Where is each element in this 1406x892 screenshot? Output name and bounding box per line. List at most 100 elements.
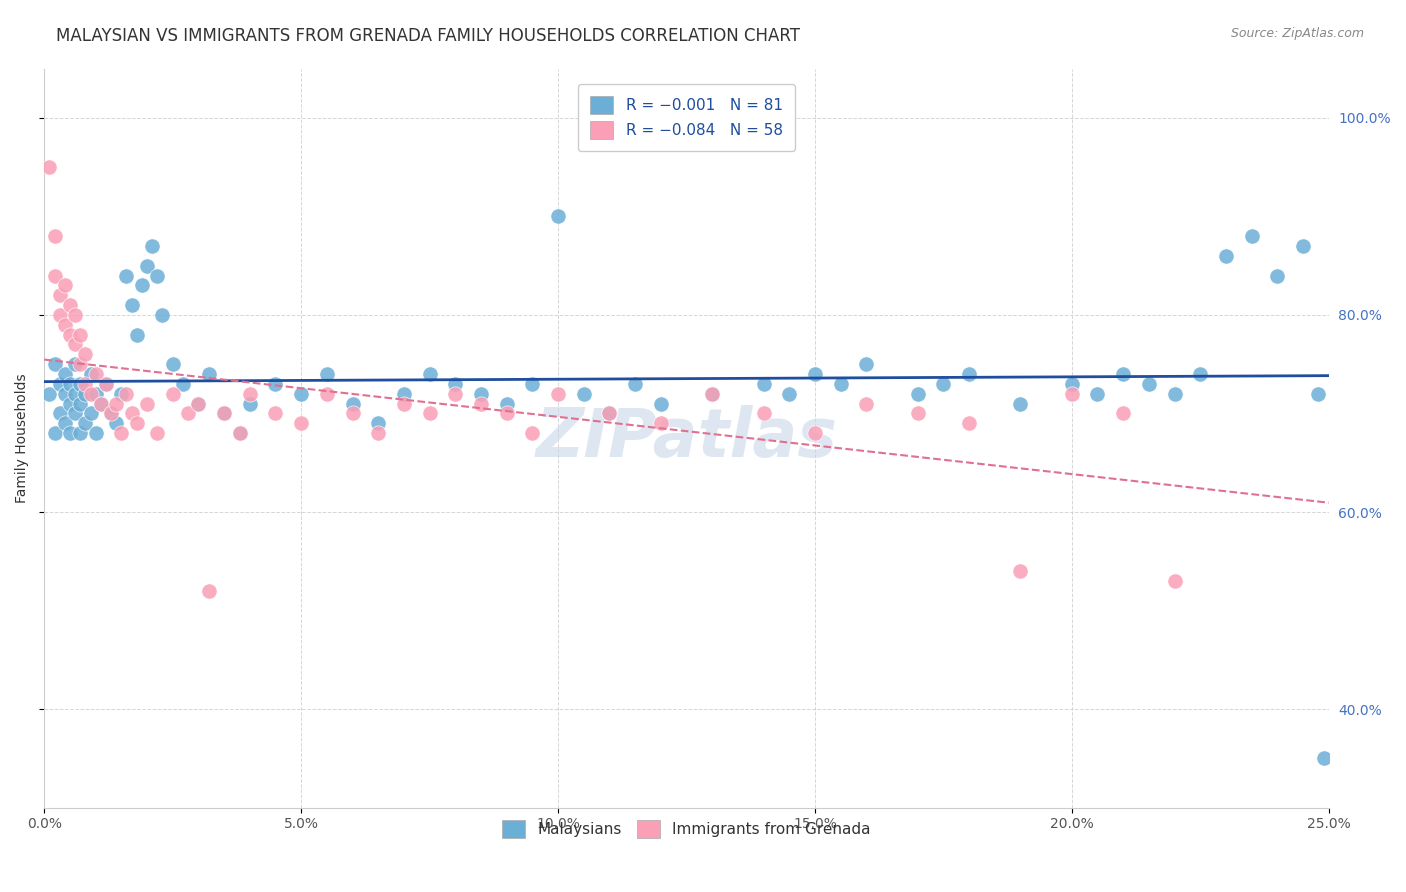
Point xyxy=(110,386,132,401)
Point xyxy=(752,407,775,421)
Point xyxy=(121,407,143,421)
Point xyxy=(495,407,517,421)
Point xyxy=(69,376,91,391)
Point xyxy=(38,386,60,401)
Point xyxy=(702,386,724,401)
Point xyxy=(264,376,287,391)
Point xyxy=(187,397,209,411)
Point xyxy=(778,386,800,401)
Point xyxy=(804,367,827,381)
Point xyxy=(752,376,775,391)
Point xyxy=(212,407,235,421)
Point xyxy=(121,298,143,312)
Point xyxy=(239,386,262,401)
Point xyxy=(59,397,82,411)
Point xyxy=(84,426,107,441)
Point xyxy=(495,397,517,411)
Point xyxy=(146,268,169,283)
Point xyxy=(53,318,76,332)
Point xyxy=(146,426,169,441)
Point xyxy=(264,407,287,421)
Point xyxy=(572,386,595,401)
Point xyxy=(187,397,209,411)
Point xyxy=(598,407,620,421)
Point xyxy=(100,407,122,421)
Point xyxy=(172,376,194,391)
Point xyxy=(197,367,219,381)
Text: MALAYSIAN VS IMMIGRANTS FROM GRENADA FAMILY HOUSEHOLDS CORRELATION CHART: MALAYSIAN VS IMMIGRANTS FROM GRENADA FAM… xyxy=(56,27,800,45)
Point xyxy=(1163,574,1185,588)
Point xyxy=(115,386,138,401)
Point xyxy=(444,376,467,391)
Point xyxy=(63,386,86,401)
Point xyxy=(1010,397,1032,411)
Point xyxy=(932,376,955,391)
Point xyxy=(136,397,159,411)
Point xyxy=(1265,268,1288,283)
Point xyxy=(598,407,620,421)
Point xyxy=(239,397,262,411)
Point xyxy=(522,426,544,441)
Point xyxy=(105,397,128,411)
Point xyxy=(1060,386,1083,401)
Text: Source: ZipAtlas.com: Source: ZipAtlas.com xyxy=(1230,27,1364,40)
Point xyxy=(59,327,82,342)
Text: ZIPatlas: ZIPatlas xyxy=(536,405,838,471)
Point xyxy=(125,327,148,342)
Point xyxy=(53,367,76,381)
Point xyxy=(125,417,148,431)
Point xyxy=(547,386,569,401)
Point xyxy=(75,386,97,401)
Point xyxy=(141,239,163,253)
Point xyxy=(907,407,929,421)
Point xyxy=(907,386,929,401)
Point xyxy=(69,357,91,371)
Point xyxy=(624,376,647,391)
Point xyxy=(957,417,980,431)
Point xyxy=(44,426,66,441)
Point xyxy=(53,278,76,293)
Legend: Malaysians, Immigrants from Grenada: Malaysians, Immigrants from Grenada xyxy=(496,814,877,845)
Point xyxy=(1312,751,1334,765)
Point xyxy=(94,376,117,391)
Point xyxy=(1112,367,1135,381)
Point xyxy=(84,386,107,401)
Point xyxy=(63,407,86,421)
Point xyxy=(342,407,364,421)
Point xyxy=(38,160,60,174)
Point xyxy=(702,386,724,401)
Point xyxy=(855,397,877,411)
Point xyxy=(650,417,672,431)
Point xyxy=(290,417,312,431)
Point xyxy=(59,426,82,441)
Point xyxy=(1163,386,1185,401)
Point xyxy=(1112,407,1135,421)
Point xyxy=(1308,386,1330,401)
Point xyxy=(470,397,492,411)
Point xyxy=(650,397,672,411)
Point xyxy=(90,397,112,411)
Point xyxy=(63,308,86,322)
Point xyxy=(1215,249,1237,263)
Point xyxy=(59,376,82,391)
Point xyxy=(162,386,184,401)
Point xyxy=(342,397,364,411)
Point xyxy=(131,278,153,293)
Point xyxy=(1292,239,1315,253)
Point xyxy=(315,386,337,401)
Point xyxy=(177,407,200,421)
Point xyxy=(1010,564,1032,578)
Point xyxy=(44,268,66,283)
Y-axis label: Family Households: Family Households xyxy=(15,374,30,503)
Point xyxy=(522,376,544,391)
Point xyxy=(115,268,138,283)
Point xyxy=(110,426,132,441)
Point xyxy=(75,347,97,361)
Point xyxy=(804,426,827,441)
Point xyxy=(69,327,91,342)
Point xyxy=(152,308,174,322)
Point xyxy=(290,386,312,401)
Point xyxy=(75,376,97,391)
Point xyxy=(1137,376,1160,391)
Point xyxy=(162,357,184,371)
